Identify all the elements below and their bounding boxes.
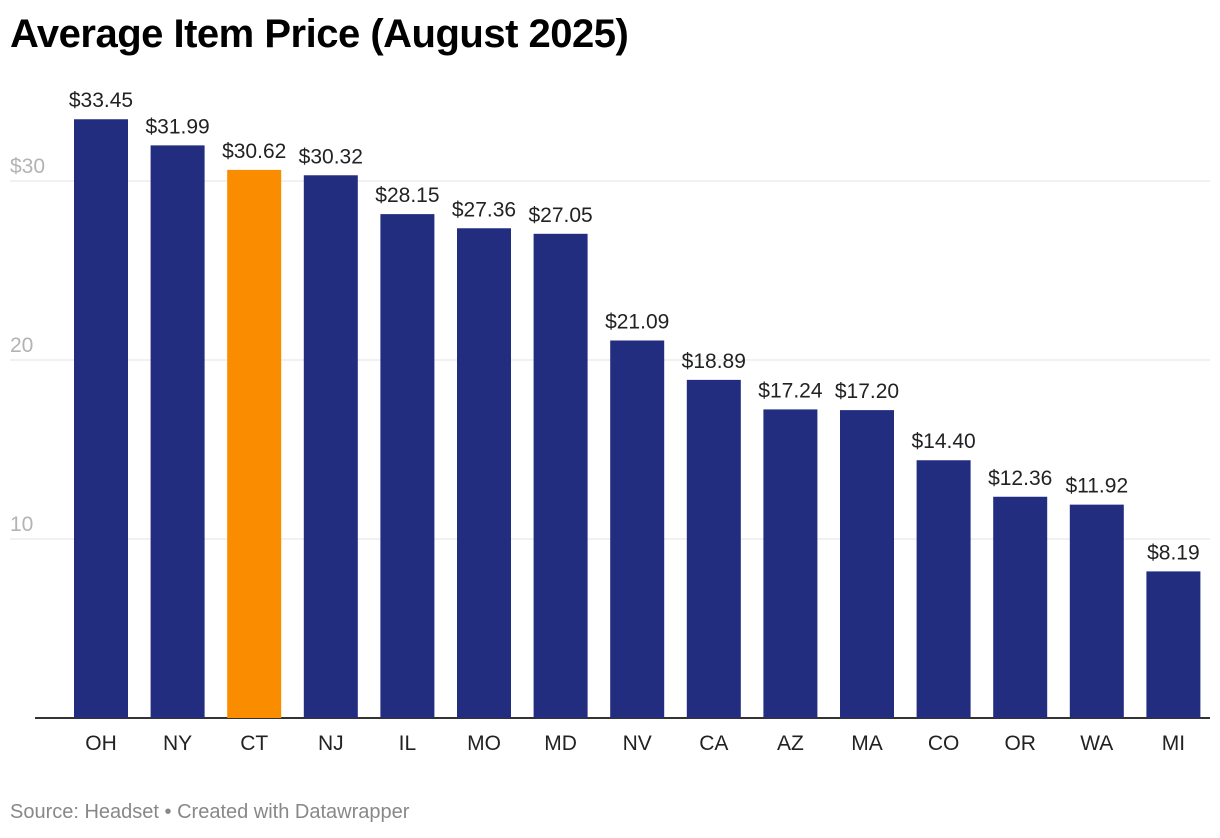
value-label-ma: $17.20	[835, 380, 899, 403]
bar-ct	[227, 169, 282, 719]
x-tick-label-ca: CA	[699, 732, 728, 755]
bar-il	[380, 214, 435, 719]
chart-footer: Source: Headset • Created with Datawrapp…	[10, 801, 410, 823]
bar-nj	[303, 175, 358, 719]
x-tick-label-oh: OH	[85, 732, 117, 755]
bar-ca	[686, 379, 741, 718]
value-label-il: $28.15	[375, 184, 439, 207]
bar-nv	[610, 340, 665, 718]
value-label-or: $12.36	[988, 467, 1052, 490]
bar-co	[916, 460, 971, 718]
x-tick-label-nj: NJ	[318, 732, 344, 755]
bar-md	[533, 233, 588, 718]
value-label-co: $14.40	[911, 430, 975, 453]
y-tick-label-10: 10	[10, 513, 33, 536]
bars	[74, 119, 1201, 719]
value-label-ca: $18.89	[682, 350, 746, 373]
x-tick-label-il: IL	[399, 732, 417, 755]
value-label-mi: $8.19	[1147, 541, 1200, 564]
value-label-ct: $30.62	[222, 140, 286, 163]
value-label-mo: $27.36	[452, 198, 516, 221]
x-tick-label-mo: MO	[467, 732, 501, 755]
bar-mo	[457, 228, 511, 719]
x-tick-label-wa: WA	[1080, 732, 1113, 755]
bar-oh	[74, 119, 128, 719]
bar-ny	[150, 145, 205, 718]
x-tick-label-ny: NY	[163, 732, 192, 755]
bar-mi	[1146, 571, 1201, 718]
bar-ma	[840, 410, 894, 718]
x-tick-label-nv: NV	[623, 732, 652, 755]
bar-az	[763, 409, 818, 718]
value-label-nv: $21.09	[605, 310, 669, 333]
value-label-wa: $11.92	[1065, 475, 1128, 498]
x-tick-label-mi: MI	[1162, 732, 1185, 755]
bar-or	[993, 496, 1048, 718]
bar-wa	[1069, 504, 1124, 718]
x-tick-label-md: MD	[544, 732, 577, 755]
y-tick-label-20: 20	[10, 334, 33, 357]
x-tick-label-co: CO	[928, 732, 960, 755]
chart-title: Average Item Price (August 2025)	[10, 12, 629, 56]
x-tick-label-or: OR	[1004, 732, 1036, 755]
value-label-az: $17.24	[758, 379, 823, 402]
value-label-oh: $33.45	[69, 89, 133, 112]
labels: 10 20 $30 $33.45 OH $31.99 NY $30.62 CT $30.32 NJ $…	[10, 89, 1200, 755]
value-label-md: $27.05	[528, 204, 592, 227]
value-label-nj: $30.32	[299, 145, 363, 168]
x-tick-label-ma: MA	[851, 732, 883, 755]
value-label-ny: $31.99	[145, 115, 209, 138]
y-tick-label-30: $30	[10, 155, 45, 178]
x-tick-label-ct: CT	[240, 732, 268, 755]
x-tick-label-az: AZ	[777, 732, 804, 755]
